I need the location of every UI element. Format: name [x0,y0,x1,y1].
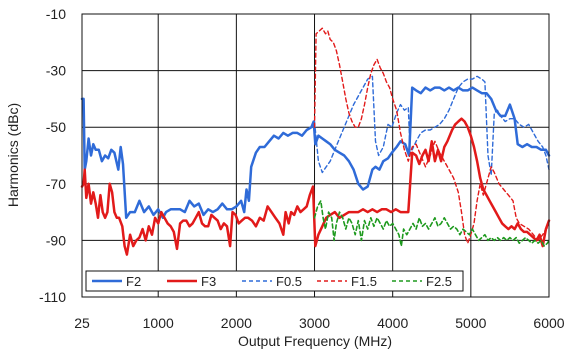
plot-border [81,13,550,298]
x-tick-label: 5000 [455,315,486,331]
x-tick-label: 1000 [143,315,174,331]
legend-item: F1.5 [317,274,377,289]
series-layer [80,27,551,256]
series-line-f3 [80,117,551,256]
x-tick-label: 6000 [533,315,564,331]
y-tick-label: -110 [39,289,66,305]
legend-label: F3 [201,274,216,289]
series-line-f2-5 [313,200,550,247]
y-tick-label: -30 [46,63,66,79]
series-line-f1-5 [313,27,550,244]
legend-label: F2 [126,274,141,289]
y-tick-label: -90 [46,232,66,248]
legend-label: F1.5 [351,274,377,289]
legend-item: F3 [167,274,216,289]
legend: F2 F3 F0.5 F1.5 F2.5 [85,270,464,292]
legend-label: F2.5 [426,274,452,289]
legend-label: F0.5 [276,274,302,289]
x-tick-label: 2000 [221,315,252,331]
y-tick-label: -50 [46,119,66,135]
x-tick-labels: 25 1000 2000 3000 4000 5000 6000 [74,315,565,331]
y-tick-label: -70 [46,176,66,192]
y-tick-labels: -10 -30 -50 -70 -90 -110 [39,6,66,305]
legend-item: F2.5 [392,274,452,289]
x-axis-label: Output Frequency (MHz) [238,333,392,349]
x-tick-label: 25 [74,315,90,331]
legend-box [85,270,464,292]
legend-item: F2 [92,274,141,289]
series-line-f0-5 [313,75,550,176]
y-tick-label: -10 [46,6,66,22]
x-tick-label: 3000 [299,315,330,331]
y-axis-label: Harmonics (dBc) [5,103,21,207]
series-line-f2 [80,86,551,220]
legend-item: F0.5 [242,274,302,289]
x-tick-label: 4000 [377,315,408,331]
